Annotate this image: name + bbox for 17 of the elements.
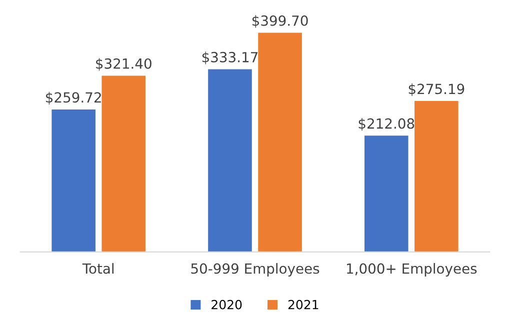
bar (208, 69, 252, 252)
data-label: $333.17 (202, 52, 258, 64)
legend-label: 2020 (212, 300, 242, 310)
data-label: $399.70 (252, 15, 308, 28)
x-tick-label: 50-999 Employees (191, 263, 320, 276)
data-label: $321.40 (96, 58, 152, 71)
bar (364, 136, 408, 252)
data-label: $275.19 (408, 83, 464, 96)
bar (52, 110, 96, 252)
data-label: $212.08 (358, 118, 414, 131)
bar (414, 101, 458, 252)
legend-label: 2021 (288, 300, 318, 310)
data-label: $259.72 (46, 92, 101, 105)
bar (258, 32, 302, 252)
x-tick-label: 1,000+ Employees (347, 263, 477, 276)
bar (102, 76, 146, 252)
x-tick-label: Total (82, 263, 114, 274)
